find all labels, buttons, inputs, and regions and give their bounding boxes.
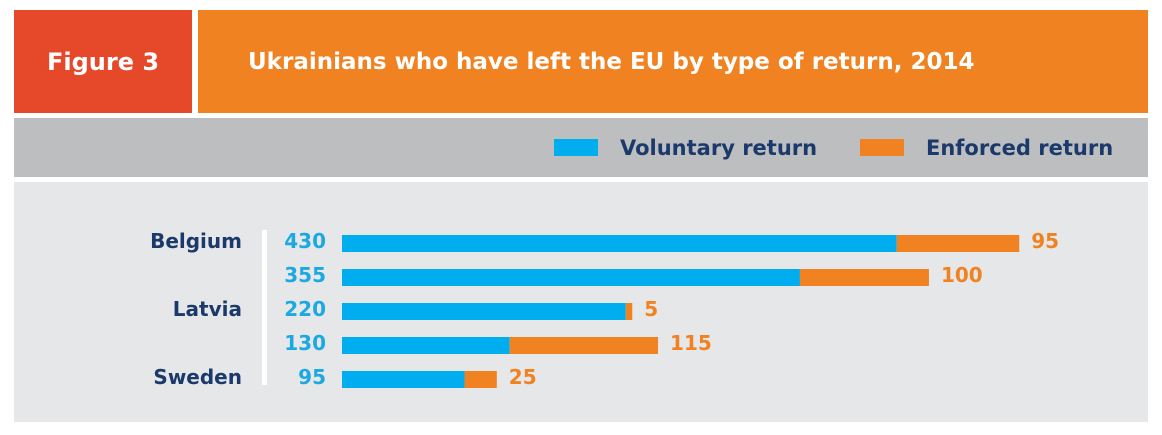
chart-title: Ukrainians who have left the EU by type … (198, 10, 1148, 113)
legend-swatch-voluntary (554, 139, 598, 156)
bar-enforced (896, 235, 1020, 252)
data-label-voluntary: 430 (284, 229, 326, 253)
bar-enforced (509, 337, 659, 354)
bar-enforced (799, 269, 929, 286)
bar-voluntary (342, 269, 800, 286)
bar-voluntary (342, 303, 626, 320)
bars-svg (342, 235, 1020, 388)
category-label: Sweden (153, 365, 242, 389)
data-label-voluntary: 130 (284, 331, 326, 355)
legend-swatch-enforced (860, 139, 904, 156)
axis-line (262, 230, 267, 385)
bar-voluntary (342, 371, 465, 388)
legend: Voluntary return Enforced return (14, 118, 1148, 177)
legend-label-enforced: Enforced return (926, 135, 1114, 160)
chart-plot-area: Belgium 430 95 355 100 Latvia 220 5 130 115 Sweden… (14, 182, 1148, 422)
data-label-enforced: 115 (670, 331, 712, 355)
data-label-voluntary: 220 (284, 297, 326, 321)
data-label-voluntary: 355 (284, 263, 326, 287)
legend-item-enforced: Enforced return (860, 118, 1113, 177)
bar-enforced (625, 303, 633, 320)
chart-header: Figure 3 Ukrainians who have left the EU… (14, 10, 1148, 113)
data-label-enforced: 25 (508, 365, 537, 389)
bar-enforced (464, 371, 497, 388)
category-label: Latvia (172, 297, 242, 321)
data-label-enforced: 95 (1031, 229, 1060, 253)
legend-label-voluntary: Voluntary return (620, 135, 818, 160)
bar-voluntary (342, 235, 897, 252)
figure-label: Figure 3 (14, 10, 192, 113)
legend-item-voluntary: Voluntary return (554, 118, 817, 177)
data-label-enforced: 100 (940, 263, 983, 287)
category-label: Belgium (150, 229, 242, 253)
data-label-enforced: 5 (644, 297, 659, 321)
data-label-voluntary: 95 (298, 365, 326, 389)
bar-voluntary (342, 337, 510, 354)
